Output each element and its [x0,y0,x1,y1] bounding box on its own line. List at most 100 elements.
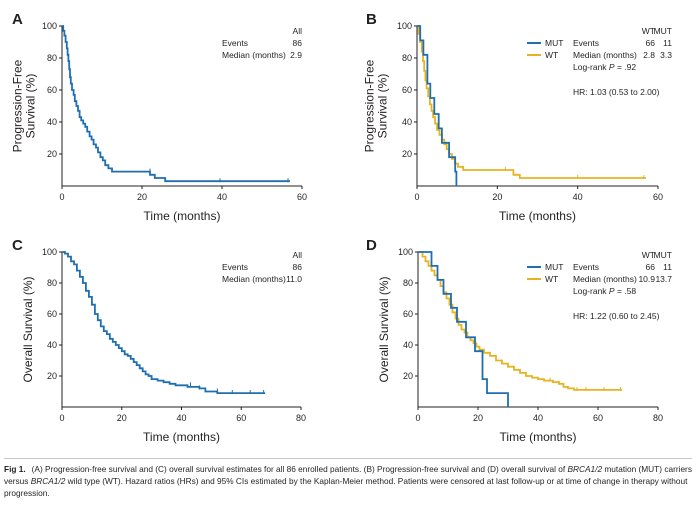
y-tick-label: 80 [47,278,57,288]
stats-col-header: WT [642,250,655,260]
y-tick-label: 40 [402,117,412,127]
panel-c: C 20 40 60 80 100 0 20 40 60 80 Time (months) Overal… [12,237,306,444]
caption-gene-name: BRCA1/2 [30,476,66,486]
stats-value: 86 [293,262,303,272]
x-tick-label: 40 [217,192,227,202]
stats-row-label: Median (months) [573,50,637,60]
x-axis-label: Time (months) [500,430,577,444]
km-curve-all [62,25,290,183]
caption-segment: wild type (WT). Hazard ratios (HRs) and … [4,476,688,498]
km-curve-mut [418,251,509,407]
x-tick-label: 40 [176,413,186,423]
y-tick-label: 20 [403,371,413,381]
y-tick-label: 20 [402,149,412,159]
stats-row-label: Events [573,38,599,48]
logrank-value: = .92 [615,62,637,72]
x-tick-label: 80 [653,413,663,423]
caption-segment: mutation (MUT) carriers versus [4,464,692,486]
x-tick-label: 60 [236,413,246,423]
y-tick-label: 40 [403,340,413,350]
x-tick-label: 60 [653,192,663,202]
y-axis-label: Progression-Free [363,59,377,152]
stats-value: 10.9 [638,274,655,284]
stats-row-label: Events [222,38,248,48]
stats-col-header: MUT [654,250,672,260]
km-curve-all [62,251,266,394]
y-tick-label: 60 [47,309,57,319]
stats-col-header: WT [642,26,655,36]
caption-segment: (A) Progression-free survival and (C) ov… [31,464,568,474]
y-tick-label: 80 [403,278,413,288]
panel-letter: B [366,11,377,28]
stats-col-header: All [293,250,303,260]
panel-d: D 20 40 60 80 100 0 20 40 60 80 Time (months) Overal… [366,237,672,444]
y-tick-label: 60 [403,309,413,319]
legend-label: WT [545,274,558,284]
panel-letter: D [366,237,377,254]
y-tick-label: 60 [402,85,412,95]
stats-value: 11.0 [286,274,302,284]
x-tick-label: 0 [414,192,419,202]
logrank-text: Log-rank P = .92 [573,62,636,72]
stats-row-label: Events [222,262,248,272]
stats-row-label: Median (months) [222,50,286,60]
x-tick-label: 60 [593,413,603,423]
stats-value: 86 [293,38,303,48]
caption-label: Fig 1. [4,464,26,474]
x-tick-label: 0 [59,192,64,202]
stats-col-header: MUT [654,26,672,36]
stats-col-header: All [293,26,303,36]
hazard-ratio: HR: 1.03 (0.53 to 2.00) [573,87,660,97]
stats-row-label: Median (months) [573,274,637,284]
legend-label: WT [545,50,558,60]
x-axis-label: Time (months) [144,209,221,223]
y-tick-label: 80 [47,53,57,63]
logrank-prefix: Log-rank [573,286,609,296]
stats-value: 11 [663,262,672,272]
y-axis-label: Survival (%) [24,74,38,139]
x-tick-label: 20 [137,192,147,202]
panel-letter: A [12,11,23,28]
y-tick-label: 100 [397,21,412,31]
y-axis-label: Overall Survival (%) [21,276,35,382]
stats-value: 2.8 [643,50,655,60]
y-tick-label: 40 [47,117,57,127]
caption-gene-name: BRCA1/2 [567,464,603,474]
y-axis-label: Progression-Free [11,59,25,152]
x-tick-label: 20 [473,413,483,423]
hazard-ratio: HR: 1.22 (0.60 to 2.45) [573,311,660,321]
stats-value: 3.3 [660,50,672,60]
x-axis-label: Time (months) [499,209,576,223]
caption-text: (A) Progression-free survival and (C) ov… [4,464,692,498]
stats-value: 11 [663,38,672,48]
logrank-text: Log-rank P = .58 [573,286,636,296]
legend-label: MUT [545,38,563,48]
km-curve-wt [417,25,646,179]
logrank-p: P [609,62,615,72]
y-tick-label: 20 [47,371,57,381]
stats-value: 13.7 [655,274,672,284]
y-tick-label: 100 [398,247,413,257]
caption-divider [4,458,692,459]
y-tick-label: 40 [47,340,57,350]
x-tick-label: 20 [492,192,502,202]
logrank-value: = .58 [615,286,637,296]
y-tick-label: 80 [402,53,412,63]
y-axis-label: Overall Survival (%) [377,276,391,382]
x-axis-label: Time (months) [143,430,220,444]
stats-value: 2.9 [290,50,302,60]
y-tick-label: 100 [42,21,57,31]
panel-b: B 20 40 60 80 100 0 20 40 60 Time (months) Progress… [363,11,673,223]
stats-value: 66 [646,262,656,272]
stats-row-label: Median (months) [222,274,286,284]
logrank-prefix: Log-rank [573,62,609,72]
figure-caption: Fig 1. (A) Progression-free survival and … [4,458,692,499]
y-axis-label: Survival (%) [376,74,390,139]
x-tick-label: 20 [117,413,127,423]
stats-row-label: Events [573,262,599,272]
x-tick-label: 40 [533,413,543,423]
km-curve-mut [417,25,458,186]
x-tick-label: 0 [59,413,64,423]
panel-letter: C [12,237,23,254]
